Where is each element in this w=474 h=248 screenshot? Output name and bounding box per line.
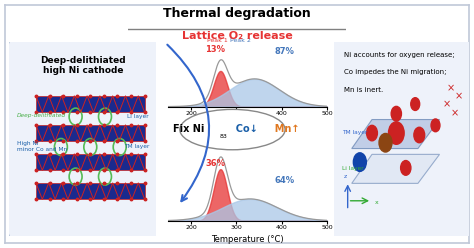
X-axis label: Temperature (°C): Temperature (°C) <box>211 235 284 245</box>
FancyBboxPatch shape <box>8 38 158 240</box>
Text: TM layer: TM layer <box>342 130 368 135</box>
Text: Lattice O₂ release: Lattice O₂ release <box>182 31 292 41</box>
FancyBboxPatch shape <box>331 38 472 240</box>
Polygon shape <box>352 120 439 149</box>
Text: Deep-delithiated: Deep-delithiated <box>17 113 66 118</box>
Text: Peak 2: Peak 2 <box>230 38 251 43</box>
Polygon shape <box>352 154 439 183</box>
Circle shape <box>353 153 366 171</box>
Text: 87%: 87% <box>275 47 295 56</box>
Text: ×: × <box>442 99 450 109</box>
Text: Co↓: Co↓ <box>229 124 258 134</box>
Text: 13%: 13% <box>205 45 226 54</box>
Text: Deep-delithiated
high Ni cathode: Deep-delithiated high Ni cathode <box>40 56 126 75</box>
Ellipse shape <box>180 109 285 150</box>
Text: Ni accounts for oxygen release;: Ni accounts for oxygen release; <box>344 52 454 58</box>
Text: Thermal degradation: Thermal degradation <box>163 7 311 20</box>
Circle shape <box>411 98 419 110</box>
Circle shape <box>414 127 425 143</box>
Text: 83: 83 <box>220 133 228 138</box>
Text: Peak 1: Peak 1 <box>207 38 228 43</box>
Circle shape <box>391 106 401 121</box>
Text: Co impedes the Ni migration;: Co impedes the Ni migration; <box>344 69 446 75</box>
Text: ×: × <box>455 91 463 101</box>
Circle shape <box>431 119 440 132</box>
Text: Li layer: Li layer <box>342 166 364 171</box>
Circle shape <box>401 160 411 175</box>
Text: Mn is inert.: Mn is inert. <box>344 87 383 93</box>
Circle shape <box>389 122 404 144</box>
FancyBboxPatch shape <box>36 96 145 112</box>
FancyBboxPatch shape <box>36 154 145 170</box>
Text: 36%: 36% <box>205 159 226 168</box>
FancyBboxPatch shape <box>36 125 145 141</box>
Text: ×: × <box>450 109 458 119</box>
Text: z: z <box>343 174 346 179</box>
Text: x: x <box>374 200 378 205</box>
Text: Fix Ni: Fix Ni <box>173 124 204 134</box>
Text: TM layer: TM layer <box>124 144 149 149</box>
Text: 64%: 64% <box>275 176 295 185</box>
FancyBboxPatch shape <box>36 183 145 199</box>
Text: Mn↑: Mn↑ <box>268 124 300 134</box>
Circle shape <box>379 133 392 152</box>
Circle shape <box>366 125 377 141</box>
Text: ×: × <box>447 84 455 93</box>
Text: Li layer: Li layer <box>128 114 149 119</box>
Text: High Ni
minor Co and Mn: High Ni minor Co and Mn <box>17 141 67 152</box>
